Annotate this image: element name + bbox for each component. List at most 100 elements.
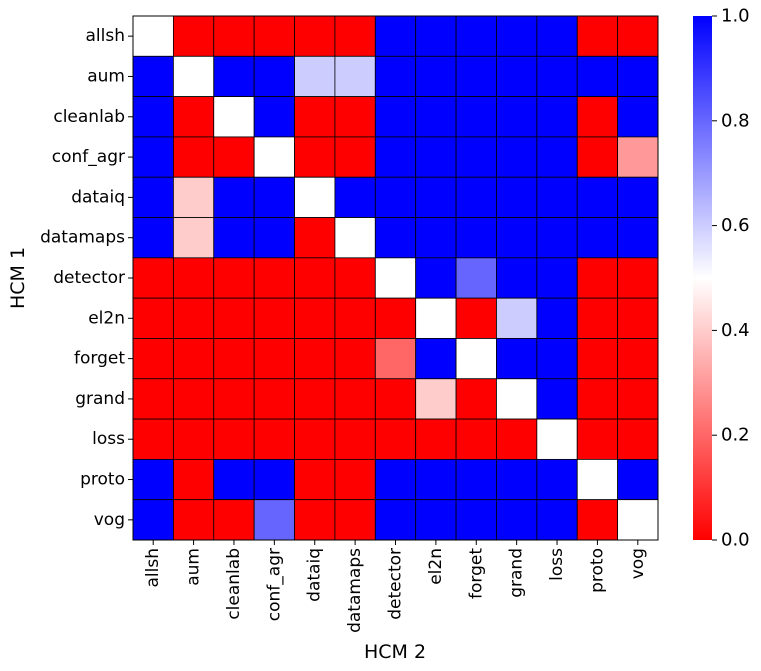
heatmap-cell-el2n-detector [374, 297, 417, 339]
heatmap-cell-detector-proto [576, 257, 619, 299]
heatmap-cell-dataiq-cleanlab [213, 176, 255, 218]
col-label-aum: aum [184, 548, 204, 586]
heatmap-cell-allsh-aum [172, 15, 215, 57]
heatmap-cell-el2n-datamaps [334, 297, 376, 339]
row-label-aum: aum [87, 66, 125, 86]
heatmap-cell-proto-allsh [132, 458, 174, 501]
row-label-datamaps: datamaps [40, 228, 125, 248]
heatmap-cell-grand-allsh [132, 378, 174, 420]
heatmap-cell-datamaps-grand [496, 217, 538, 259]
row-label-el2n: el2n [88, 308, 125, 328]
row-label-detector: detector [53, 268, 125, 288]
heatmap-cell-el2n-proto [576, 297, 619, 339]
heatmap-cell-dataiq-detector [374, 176, 417, 218]
heatmap-cell-loss-conf_agr [253, 418, 295, 460]
row-label-grand: grand [75, 389, 125, 409]
col-label-allsh: allsh [143, 548, 163, 588]
heatmap-cell-allsh-loss [536, 15, 578, 57]
row-label-vog: vog [94, 510, 125, 530]
heatmap-cell-detector-cleanlab [213, 257, 255, 299]
heatmap-cell-aum-aum [172, 55, 215, 98]
heatmap-cell-aum-detector [374, 55, 417, 98]
heatmap-cell-conf_agr-dataiq [294, 136, 336, 178]
heatmap-cell-loss-cleanlab [213, 418, 255, 460]
heatmap-cell-allsh-grand [496, 15, 538, 57]
heatmap-cell-aum-grand [496, 55, 538, 98]
heatmap-cell-proto-conf_agr [253, 458, 295, 501]
row-label-conf_agr: conf_agr [52, 147, 125, 167]
heatmap-cell-allsh-el2n [415, 15, 457, 57]
heatmap-cell-cleanlab-dataiq [294, 96, 336, 138]
heatmap-cell-cleanlab-loss [536, 96, 578, 138]
heatmap-cell-el2n-el2n [415, 297, 457, 339]
heatmap-cell-cleanlab-grand [496, 96, 538, 138]
heatmap-cell-el2n-aum [172, 297, 215, 339]
heatmap-cell-conf_agr-detector [374, 136, 417, 178]
colorbar-tick-label-0.0: 0.0 [721, 530, 750, 551]
heatmap-cell-aum-dataiq [294, 55, 336, 98]
col-label-vog: vog [628, 548, 648, 579]
heatmap-cell-forget-forget [455, 338, 497, 380]
heatmap-cell-vog-allsh [132, 499, 174, 541]
heatmap-cell-detector-conf_agr [253, 257, 295, 299]
heatmap-cell-vog-dataiq [294, 499, 336, 541]
col-label-cleanlab: cleanlab [224, 548, 244, 620]
heatmap-cell-el2n-forget [455, 297, 497, 339]
heatmap-cell-grand-loss [536, 378, 578, 420]
heatmap-cell-conf_agr-proto [576, 136, 619, 178]
heatmap-cell-detector-allsh [132, 257, 174, 299]
heatmap-cell-dataiq-aum [172, 176, 215, 218]
row-label-dataiq: dataiq [71, 187, 125, 207]
col-label-datamaps: datamaps [345, 548, 365, 633]
heatmap-cell-conf_agr-conf_agr [253, 136, 295, 178]
heatmap-cell-allsh-conf_agr [253, 15, 295, 57]
heatmap-cell-allsh-allsh [132, 15, 174, 57]
heatmap-cell-datamaps-conf_agr [253, 217, 295, 259]
heatmap-cell-grand-aum [172, 378, 215, 420]
heatmap-cell-cleanlab-detector [374, 96, 417, 138]
heatmap-cell-conf_agr-loss [536, 136, 578, 178]
row-label-forget: forget [74, 349, 125, 369]
heatmap-cell-cleanlab-allsh [132, 96, 174, 138]
heatmap-cell-allsh-cleanlab [213, 15, 255, 57]
heatmap-cell-grand-forget [455, 378, 497, 420]
heatmap-cell-vog-vog [617, 499, 659, 541]
heatmap-cell-forget-proto [576, 338, 619, 380]
heatmap-cell-forget-aum [172, 338, 215, 380]
heatmap-cell-detector-aum [172, 257, 215, 299]
heatmap-cell-detector-loss [536, 257, 578, 299]
heatmap-cell-loss-datamaps [334, 418, 376, 460]
heatmap-cell-aum-cleanlab [213, 55, 255, 98]
heatmap-cell-forget-vog [617, 338, 659, 380]
heatmap-cell-allsh-proto [576, 15, 619, 57]
heatmap-cell-dataiq-allsh [132, 176, 174, 218]
heatmap-cell-datamaps-loss [536, 217, 578, 259]
colorbar-ticks: 0.0 0.2 0.4 0.6 0.8 1.0 [712, 6, 750, 551]
heatmap-cell-grand-dataiq [294, 378, 336, 420]
heatmap-cell-forget-detector [374, 338, 417, 380]
heatmap-cell-datamaps-detector [374, 217, 417, 259]
heatmap-cell-allsh-datamaps [334, 15, 376, 57]
heatmap-cell-el2n-vog [617, 297, 659, 339]
heatmap-cell-vog-datamaps [334, 499, 376, 541]
heatmap-cell-vog-proto [576, 499, 619, 541]
heatmap-cell-loss-aum [172, 418, 215, 460]
heatmap-cell-aum-datamaps [334, 55, 376, 98]
heatmap-cell-forget-datamaps [334, 338, 376, 380]
heatmap-cell-proto-dataiq [294, 458, 336, 501]
col-label-proto: proto [587, 548, 607, 593]
heatmap-cell-forget-conf_agr [253, 338, 295, 380]
heatmap-cell-conf_agr-grand [496, 136, 538, 178]
heatmap-cell-forget-el2n [415, 338, 457, 380]
heatmap-cell-conf_agr-forget [455, 136, 497, 178]
heatmap-cell-cleanlab-aum [172, 96, 215, 138]
col-label-dataiq: dataiq [305, 548, 325, 602]
heatmap-cell-conf_agr-datamaps [334, 136, 376, 178]
heatmap-cell-allsh-forget [455, 15, 497, 57]
heatmap-cell-proto-vog [617, 458, 659, 501]
heatmap-cell-vog-aum [172, 499, 215, 541]
col-label-el2n: el2n [426, 548, 446, 585]
heatmap-cell-aum-allsh [132, 55, 174, 98]
heatmap-cell-dataiq-vog [617, 176, 659, 218]
